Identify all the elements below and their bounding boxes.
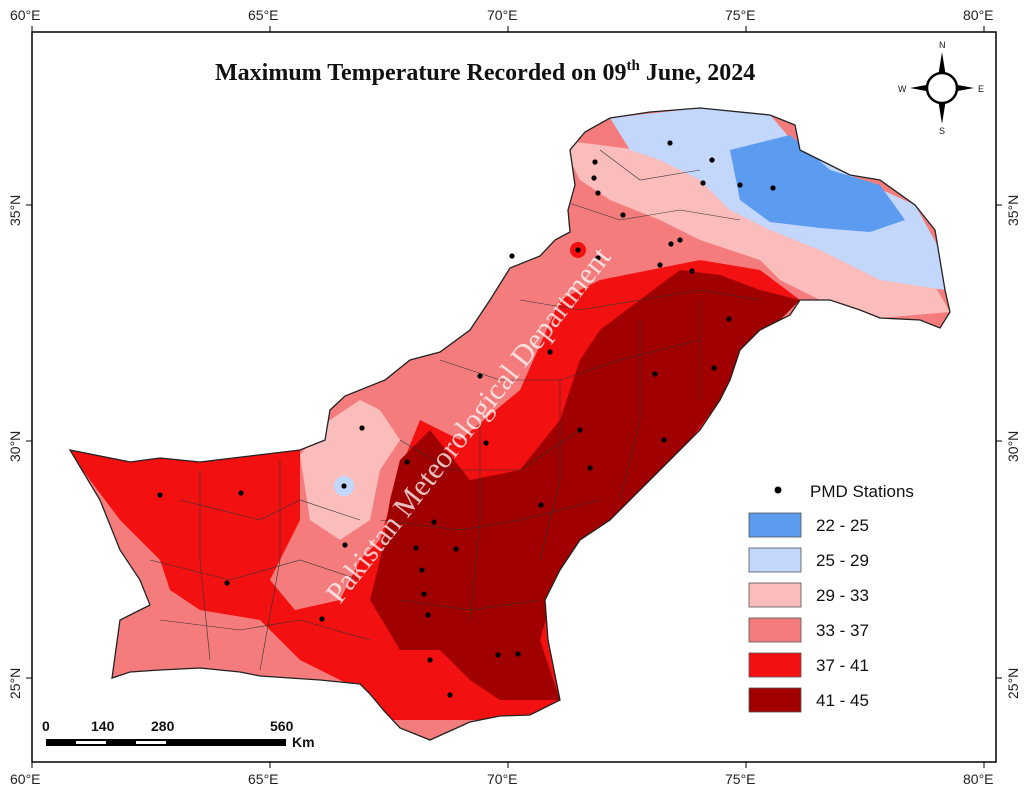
zone-29-33-north [560, 140, 950, 318]
legend-label: 29 - 33 [816, 586, 869, 605]
compass-s: S [939, 126, 945, 136]
compass-w: W [898, 84, 907, 94]
lat-label-35-right: 35°N [1005, 195, 1021, 226]
lon-label-60-top: 60°E [10, 7, 41, 23]
map-title: Maximum Temperature Recorded on 09th Jun… [215, 58, 755, 86]
legend: PMD Stations 22 - 25 25 - 29 29 - 33 33 … [748, 482, 914, 713]
lat-label-30-left: 30°N [7, 431, 23, 462]
legend-swatch [748, 582, 802, 608]
scale-tick-140: 140 [91, 718, 115, 734]
scale-unit: Km [292, 734, 315, 750]
district-boundaries [149, 149, 761, 671]
lat-label-25-right: 25°N [1005, 668, 1021, 699]
legend-item: 33 - 37 [748, 617, 869, 643]
legend-label: 22 - 25 [816, 516, 869, 535]
lon-label-60-bottom: 60°E [10, 771, 41, 787]
legend-label: 41 - 45 [816, 691, 869, 710]
north-arrow-icon: N S E W [898, 40, 984, 136]
legend-item: 37 - 41 [748, 652, 869, 678]
lat-label-35-left: 35°N [7, 195, 23, 226]
lat-label-30-right: 30°N [1005, 431, 1021, 462]
legend-label: 25 - 29 [816, 551, 869, 570]
zone-41-45-core [370, 270, 800, 700]
lon-label-75-bottom: 75°E [725, 771, 756, 787]
scale-tick-0: 0 [42, 718, 50, 734]
scale-bar: 0 140 280 560 Km [42, 718, 315, 750]
station-marker-icon [774, 486, 782, 494]
graticule-ticks [26, 26, 1002, 768]
compass-n: N [939, 40, 946, 50]
legend-swatch [748, 652, 802, 678]
legend-swatch [748, 687, 802, 713]
legend-stations-label: PMD Stations [810, 482, 914, 501]
legend-item: 29 - 33 [748, 582, 869, 608]
station-markers [157, 140, 776, 698]
lon-label-80-top: 80°E [963, 7, 994, 23]
scale-tick-280: 280 [151, 718, 175, 734]
zone-22-25-north [730, 135, 905, 232]
legend-label: 37 - 41 [816, 656, 869, 675]
legend-swatch [748, 617, 802, 643]
lon-label-65-bottom: 65°E [248, 771, 279, 787]
legend-item: 25 - 29 [748, 547, 869, 573]
lon-label-80-bottom: 80°E [963, 771, 994, 787]
legend-item: 22 - 25 [748, 512, 869, 538]
lat-label-25-left: 25°N [7, 668, 23, 699]
legend-item: 41 - 45 [748, 687, 869, 713]
lon-label-70-top: 70°E [487, 7, 518, 23]
legend-label: 33 - 37 [816, 621, 869, 640]
legend-swatch [748, 547, 802, 573]
lon-label-70-bottom: 70°E [487, 771, 518, 787]
legend-swatch [748, 512, 802, 538]
compass-e: E [978, 84, 984, 94]
lon-label-65-top: 65°E [248, 7, 279, 23]
country-outline [68, 107, 951, 741]
scale-tick-560: 560 [270, 718, 294, 734]
lon-label-75-top: 75°E [725, 7, 756, 23]
